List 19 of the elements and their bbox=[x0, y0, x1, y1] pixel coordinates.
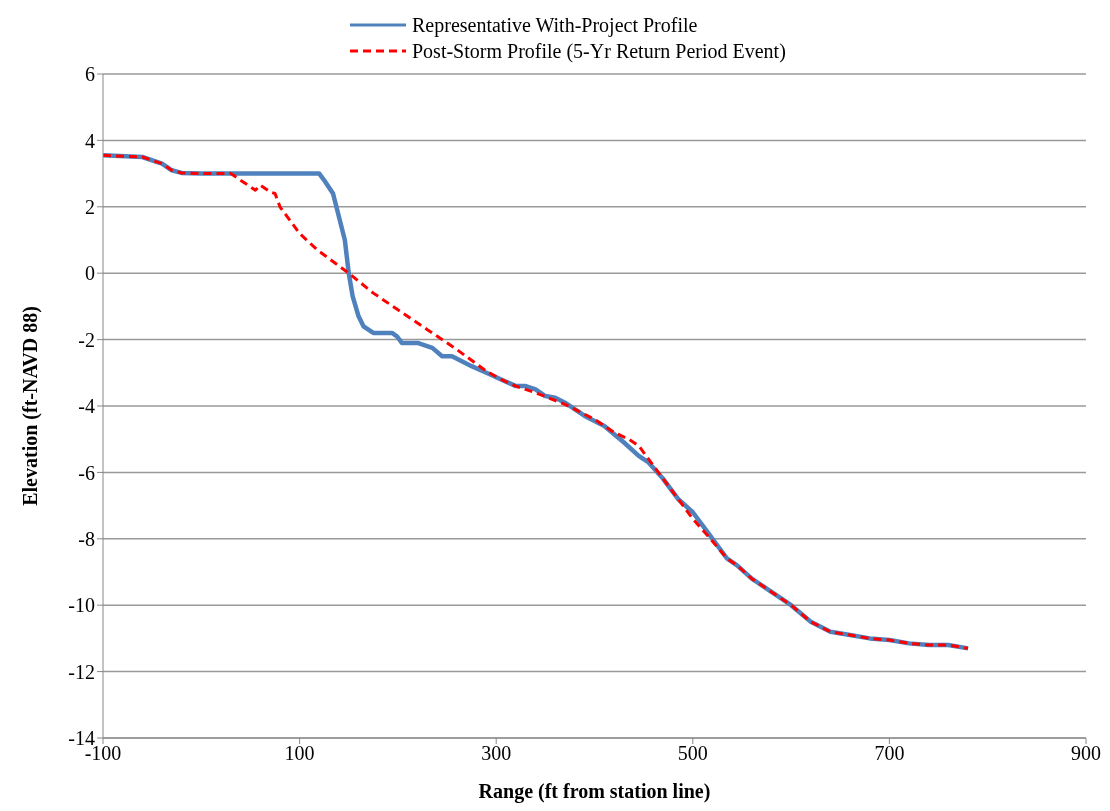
x-tick-label: 700 bbox=[874, 742, 905, 765]
x-tick-label: 900 bbox=[1071, 742, 1101, 765]
y-tick-label: -4 bbox=[78, 395, 95, 418]
y-tick-label: -2 bbox=[78, 328, 95, 351]
y-tick-label: 0 bbox=[85, 262, 95, 285]
x-tick-label: 100 bbox=[284, 742, 315, 765]
x-tick-label: 500 bbox=[677, 742, 708, 765]
y-tick-label: -10 bbox=[68, 594, 95, 617]
x-axis-title: Range (ft from station line) bbox=[478, 780, 711, 803]
x-tick-label: 300 bbox=[481, 742, 512, 765]
y-tick-label: -6 bbox=[78, 461, 95, 484]
y-axis-title: Elevation (ft-NAVD 88) bbox=[19, 306, 43, 506]
y-tick-label: -8 bbox=[78, 527, 95, 550]
y-tick-label: -12 bbox=[68, 660, 95, 683]
legend-label: Post-Storm Profile (5-Yr Return Period Event) bbox=[412, 39, 786, 64]
y-tick-label: 2 bbox=[85, 195, 95, 218]
y-tick-label: 4 bbox=[85, 129, 95, 152]
legend-label: Representative With-Project Profile bbox=[412, 13, 698, 38]
y-tick-label: 6 bbox=[85, 63, 95, 86]
